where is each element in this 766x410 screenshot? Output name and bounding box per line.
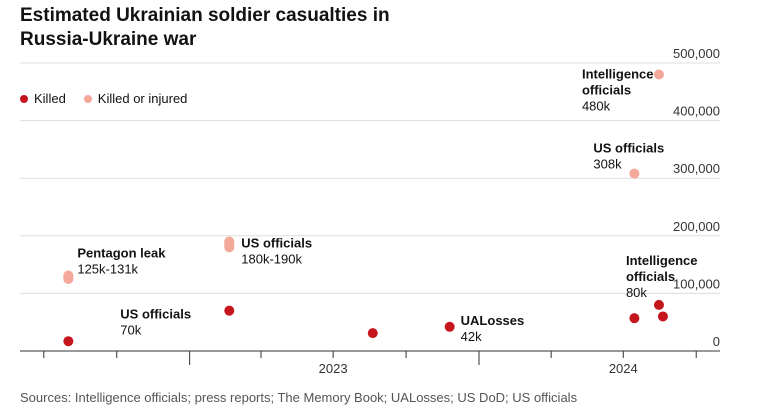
- data-point: [63, 336, 74, 347]
- annotation-title: US officials: [593, 141, 664, 156]
- legend-label-killed: Killed: [34, 91, 66, 106]
- data-point: [657, 311, 668, 322]
- y-tick-label: 400,000: [673, 104, 720, 119]
- annotation-title: US officials: [120, 307, 191, 322]
- scatter-chart: 0 100,000 200,000 300,000 400,000 500,000 2023…: [20, 46, 720, 376]
- legend-item-killed: Killed: [20, 91, 66, 106]
- x-tick-label: 2023: [319, 361, 348, 376]
- data-point: [653, 69, 664, 80]
- data-point: [629, 168, 640, 179]
- annotation-title: Pentagon leak: [77, 245, 166, 260]
- x-tick-label: 2024: [609, 361, 638, 376]
- annotation-title: Intelligence: [582, 67, 654, 82]
- y-tick-label: 0: [713, 334, 720, 349]
- annotation-value: 125k-131k: [77, 261, 138, 276]
- legend-swatch-killed-or-injured: [83, 94, 92, 103]
- annotation-value: 80k: [626, 285, 647, 300]
- annotation-value: 480k: [582, 99, 611, 114]
- annotation-title: Intelligence: [626, 253, 698, 268]
- data-point: [367, 328, 378, 339]
- chart-title: Estimated Ukrainian soldier casualties i…: [20, 5, 390, 50]
- annotation-title: US officials: [241, 235, 312, 250]
- y-tick-label: 300,000: [673, 161, 720, 176]
- annotation-title: officials: [582, 83, 631, 98]
- legend-swatch-killed: [20, 94, 28, 103]
- annotation-value: 42k: [461, 329, 482, 344]
- data-point: [224, 305, 235, 316]
- annotation-value: 70k: [120, 323, 141, 338]
- legend-item-killed-or-injured: Killed or injured: [83, 91, 188, 106]
- data-point: [444, 321, 455, 332]
- data-point: [653, 299, 664, 310]
- annotation-value: 180k-190k: [241, 251, 302, 266]
- y-tick-label: 100,000: [673, 276, 720, 291]
- legend-label-killed-or-injured: Killed or injured: [97, 91, 188, 106]
- annotation-title: UALosses: [461, 313, 525, 328]
- annotation-title: officials: [626, 269, 675, 284]
- source-note: Sources: Intelligence officials; press r…: [20, 390, 578, 405]
- data-point: [629, 313, 640, 324]
- y-tick-label: 200,000: [673, 219, 720, 234]
- annotation-value: 308k: [593, 157, 622, 172]
- legend: Killed Killed or injured: [20, 91, 187, 106]
- y-tick-label: 500,000: [673, 46, 720, 61]
